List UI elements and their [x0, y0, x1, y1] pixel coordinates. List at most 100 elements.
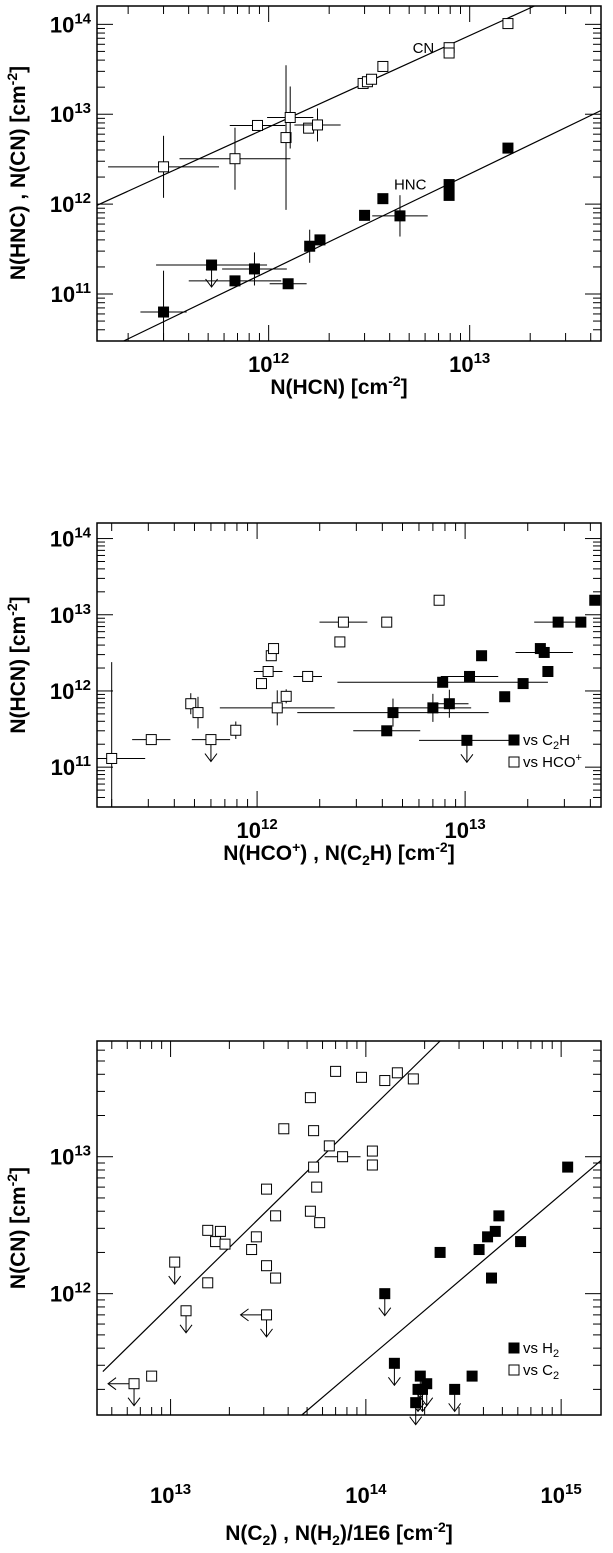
data-point [379, 1075, 391, 1087]
series-annotation: CN [413, 40, 435, 57]
x-tick-label: 1012 [237, 816, 278, 843]
filled-square-marker [443, 189, 455, 201]
upper-limit-arrowhead [448, 1403, 462, 1413]
data-point [443, 189, 455, 201]
open-square-marker [169, 1256, 181, 1268]
y-tick-label: 1012 [50, 190, 91, 217]
open-square-marker [128, 1378, 140, 1390]
y-tick-label: 1013 [50, 100, 91, 127]
y-tick-label: 1012 [50, 1280, 91, 1307]
data-point [372, 195, 428, 237]
open-square-marker [337, 1151, 349, 1163]
data-point [156, 259, 268, 288]
filled-square-marker [206, 259, 218, 271]
open-square-marker [308, 1161, 320, 1173]
data-point [202, 1277, 214, 1289]
data-point [493, 1210, 505, 1222]
data-point [534, 616, 583, 628]
filled-square-marker [502, 142, 514, 154]
filled-square-marker [515, 1236, 527, 1248]
filled-square-marker [538, 646, 550, 658]
data-point [353, 725, 421, 737]
open-square-marker [302, 670, 314, 682]
data-point [168, 1256, 182, 1285]
data-point [219, 690, 335, 726]
data-point [499, 691, 511, 703]
data-point [246, 1244, 258, 1256]
open-square-marker [219, 1238, 231, 1250]
filled-square-marker [466, 1370, 478, 1382]
data-point [185, 693, 197, 715]
open-square-marker [255, 678, 267, 690]
data-point [188, 275, 282, 287]
data-point [304, 229, 316, 263]
data-point [146, 1370, 158, 1382]
data-point [517, 678, 529, 690]
filled-square-marker [437, 676, 449, 688]
upper-limit-arrowhead [260, 1328, 273, 1338]
data-point [515, 1236, 527, 1248]
open-square-marker [278, 1123, 290, 1135]
y-axis-label: N(CN) [cm-2] [4, 1167, 30, 1289]
data-point [253, 666, 283, 678]
filled-square-marker [562, 1161, 574, 1173]
x-tick-label: 1013 [150, 1481, 191, 1508]
open-square-marker [304, 1205, 316, 1217]
legend-label: vs HCO+ [523, 752, 582, 771]
filled-square-marker [414, 1370, 426, 1382]
data-point [381, 616, 393, 628]
filled-square-marker [443, 698, 455, 710]
filled-square-marker [158, 306, 170, 318]
open-square-marker [366, 1145, 378, 1157]
data-point [270, 1272, 282, 1284]
data-point [202, 1224, 214, 1236]
data-point [293, 670, 322, 682]
data-point [222, 252, 287, 286]
fit-line [102, 1040, 441, 1372]
data-point [214, 1225, 226, 1237]
open-square-marker [502, 18, 514, 30]
open-square-marker [280, 132, 292, 144]
filled-square-marker [379, 1288, 391, 1300]
upper-limit-arrowhead [420, 1397, 434, 1407]
upper-limit-arrowhead [378, 1307, 392, 1317]
open-square-marker [251, 119, 263, 131]
open-square-marker [202, 1224, 214, 1236]
filled-square-marker [552, 616, 564, 628]
upper-limit-arrowhead [409, 1416, 423, 1426]
data-point [476, 650, 488, 662]
data-point [433, 594, 445, 606]
data-point [443, 179, 455, 191]
legend-open-marker [508, 756, 520, 768]
upper-limit-arrowhead [127, 1397, 141, 1407]
open-square-marker [261, 1309, 273, 1321]
y-tick-label: 1013 [50, 601, 91, 628]
y-tick-label: 1011 [51, 753, 91, 780]
open-square-marker [356, 1071, 368, 1083]
filled-square-marker [449, 1383, 461, 1395]
filled-square-marker [377, 193, 389, 205]
data-point [419, 734, 515, 764]
data-point [377, 193, 389, 205]
filled-square-marker [434, 1246, 446, 1258]
filled-square-marker [464, 670, 476, 682]
open-square-marker [145, 734, 157, 746]
open-square-marker [214, 1225, 226, 1237]
x-axis-label: N(HCO+) , N(C2H) [cm-2] [223, 839, 454, 868]
data-point [191, 734, 231, 763]
data-point [179, 127, 291, 190]
data-point [387, 1357, 401, 1387]
open-square-marker [261, 1260, 273, 1272]
open-square-marker [314, 1217, 326, 1229]
data-point [268, 643, 280, 655]
upper-limit-arrowhead [179, 1324, 193, 1334]
data-point [440, 670, 499, 682]
data-point [230, 721, 242, 740]
open-square-marker [185, 698, 197, 710]
data-point [378, 1288, 392, 1317]
open-square-marker [262, 666, 274, 678]
data-point [314, 1217, 326, 1229]
filled-square-marker [476, 650, 488, 662]
open-square-marker [271, 702, 283, 714]
data-point [270, 1210, 282, 1222]
